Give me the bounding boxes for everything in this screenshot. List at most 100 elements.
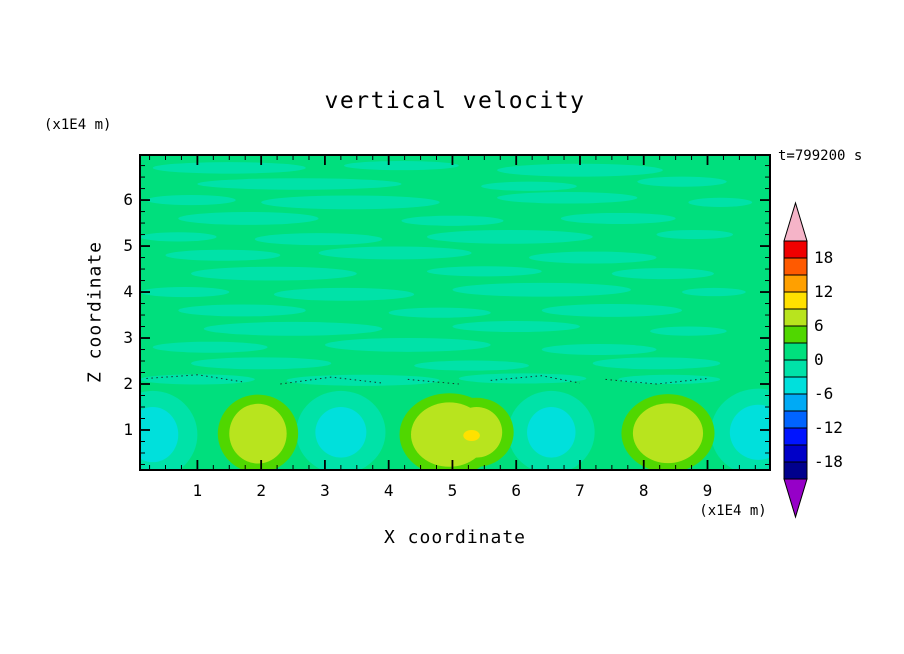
x-axis-title: X coordinate — [383, 527, 527, 548]
x-axis-units-label: (x1E4 m) — [699, 503, 767, 519]
z-axis-units-label: (x1E4 m) — [44, 117, 112, 133]
contour-streak — [318, 246, 472, 260]
plot-frame — [139, 154, 771, 471]
zero-contour-line — [146, 374, 243, 383]
colorbar-band — [783, 427, 808, 446]
positive-cell — [229, 403, 287, 464]
colorbar-top-arrow — [783, 201, 808, 242]
plot-title: vertical velocity — [324, 88, 586, 114]
contour-streak — [541, 303, 683, 317]
x-tick-label: 5 — [447, 481, 458, 500]
contour-streak — [592, 357, 721, 370]
contour-streak — [165, 249, 281, 261]
negative-cell — [729, 404, 770, 460]
colorbar-band — [783, 291, 808, 310]
timestamp-label: t=799200 s — [778, 148, 863, 164]
contour-streak — [528, 251, 657, 264]
x-tick-label: 6 — [511, 481, 522, 500]
colorbar-band — [783, 342, 808, 361]
zero-contour-line — [280, 376, 383, 385]
colorbar-tick-label: 0 — [814, 350, 824, 369]
contour-streak — [191, 357, 332, 370]
contour-streak — [178, 212, 319, 225]
contour-streak — [401, 215, 504, 226]
contour-streak — [426, 266, 542, 277]
z-tick-label: 2 — [123, 374, 133, 393]
field-shapes — [140, 160, 770, 470]
colorbar-band — [783, 240, 808, 259]
positive-cell — [632, 403, 704, 464]
x-tick-label: 1 — [192, 481, 203, 500]
contour-streak — [452, 282, 631, 297]
contour-streak — [273, 287, 415, 301]
contour-streak — [152, 341, 268, 353]
colorbar-band — [783, 257, 808, 276]
contour-streak — [452, 321, 580, 333]
contour-streak — [650, 326, 727, 336]
z-axis-title: Z coordinate — [84, 240, 106, 384]
colorbar-tick-label: 6 — [814, 316, 824, 335]
negative-cell — [140, 407, 179, 463]
colorbar-tick-label: 18 — [814, 248, 834, 267]
contour-streak — [611, 268, 714, 280]
colorbar-bottom-arrow — [783, 478, 808, 519]
contour-streak — [324, 338, 491, 352]
contour-streak — [178, 304, 306, 317]
hot-spot — [463, 429, 480, 442]
z-tick-label: 6 — [123, 190, 133, 210]
z-tick-label: 5 — [123, 236, 133, 256]
x-tick-label: 4 — [383, 481, 394, 500]
contour-streak — [560, 212, 676, 224]
x-tick-label: 7 — [575, 481, 585, 500]
contour-streak — [414, 360, 529, 371]
contour-streak — [152, 162, 306, 174]
colorbar-band — [783, 376, 808, 395]
contour-streak — [286, 374, 440, 386]
colorbar-band — [783, 444, 808, 463]
contour-streak — [140, 374, 255, 385]
colorbar-band — [783, 410, 808, 429]
contour-streak — [191, 266, 357, 281]
zero-contour-line — [490, 375, 581, 384]
contour-streak — [682, 287, 746, 297]
contour-streak — [541, 344, 657, 356]
negative-cell — [315, 407, 367, 458]
contour-streak — [497, 163, 663, 177]
contour-streak — [388, 307, 491, 318]
colorbar-tick-label: -12 — [814, 418, 843, 437]
contour-streak — [637, 176, 727, 187]
contour-streak — [254, 233, 383, 246]
colorbar-tick-label: 12 — [814, 282, 834, 301]
zero-contour-line — [407, 378, 459, 385]
colorbar-tick-label: -18 — [814, 452, 843, 471]
contour-streak — [140, 232, 217, 242]
colorbar-band — [783, 308, 808, 327]
colorbar-tick-label: -6 — [814, 384, 834, 403]
x-tick-label: 2 — [256, 481, 266, 500]
contour-streak — [344, 160, 459, 171]
z-tick-label: 3 — [123, 328, 133, 348]
x-tick-label: 8 — [638, 481, 649, 500]
colorbar-band — [783, 461, 808, 480]
contour-streak — [481, 181, 577, 191]
contour-streak — [497, 192, 638, 204]
contour-streak — [618, 374, 721, 385]
contour-streak — [140, 286, 230, 298]
colorbar-band — [783, 359, 808, 378]
contour-streak — [197, 178, 402, 190]
colorbar-band — [783, 325, 808, 344]
contour-streak — [261, 195, 440, 210]
contour-streak — [146, 195, 236, 206]
x-tick-label: 3 — [320, 481, 330, 500]
colorbar-band — [783, 274, 808, 293]
zero-contour-line — [605, 377, 708, 385]
contour-streak — [656, 229, 734, 240]
contour-streak — [426, 229, 593, 244]
z-tick-label: 4 — [123, 282, 133, 302]
contour-streak — [458, 373, 587, 384]
z-tick-label: 1 — [123, 419, 133, 439]
x-tick-label: 9 — [702, 481, 713, 500]
negative-cell — [527, 407, 576, 458]
